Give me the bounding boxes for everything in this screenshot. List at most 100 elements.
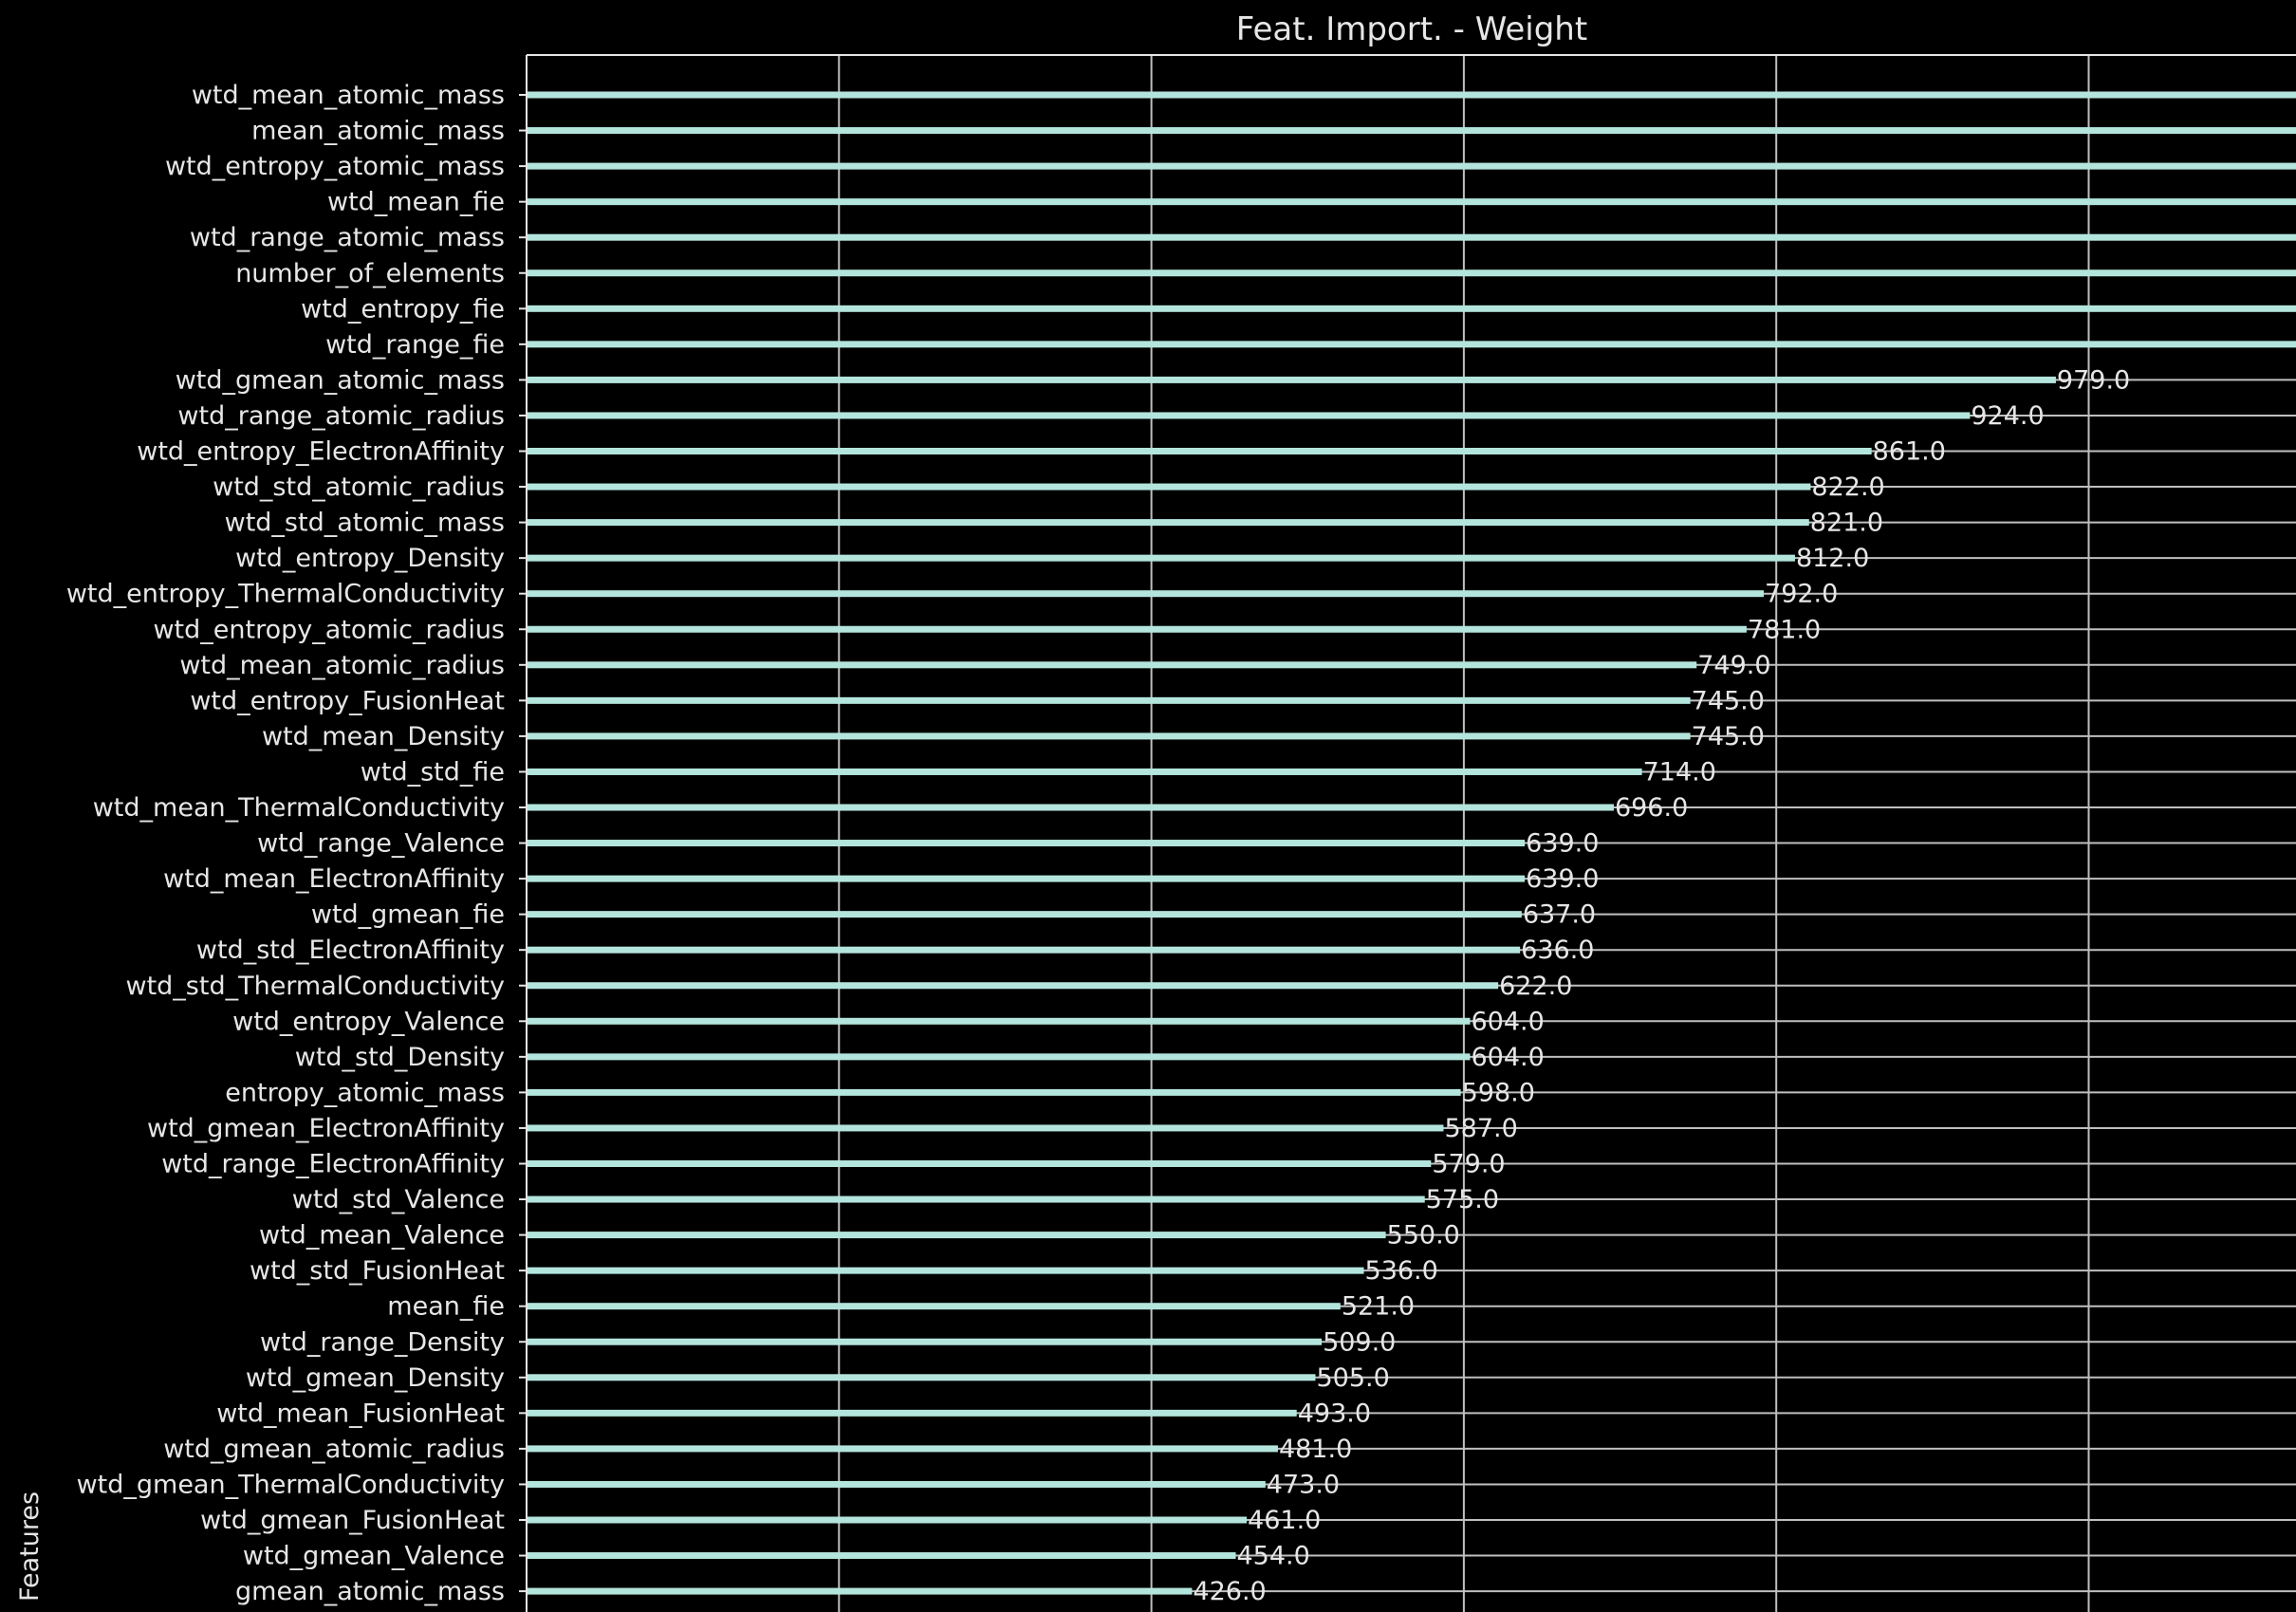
- bar: [527, 661, 1697, 669]
- bar: [527, 269, 2296, 277]
- y-tick-label: wtd_gmean_ThermalConductivity: [77, 1470, 505, 1499]
- bar-value-label: 639.0: [1526, 829, 1599, 859]
- bar: [527, 162, 2296, 170]
- bar-value-label: 521.0: [1342, 1292, 1415, 1322]
- y-tick-label: wtd_std_Density: [295, 1043, 505, 1072]
- bar-value-label: 714.0: [1643, 757, 1716, 787]
- bar-value-label: 792.0: [1765, 580, 1838, 609]
- bar-value-label: 639.0: [1526, 864, 1599, 894]
- bar: [527, 1338, 1323, 1345]
- bar-value-label: 536.0: [1365, 1256, 1438, 1286]
- value-labels: 2571.02285.02083.01336.01274.01167.01159…: [1193, 365, 2130, 1606]
- y-tick-label: wtd_entropy_atomic_radius: [153, 615, 505, 644]
- bar-value-label: 481.0: [1279, 1435, 1352, 1464]
- bar: [527, 1124, 1444, 1132]
- bar: [527, 198, 2296, 206]
- y-tick-label: mean_fie: [387, 1292, 505, 1322]
- bar: [527, 1552, 1236, 1560]
- y-tick-label: gmean_atomic_mass: [235, 1577, 505, 1606]
- bar: [527, 768, 1642, 775]
- y-tick-label: wtd_mean_atomic_radius: [179, 651, 505, 680]
- bar-value-label: 637.0: [1523, 900, 1596, 930]
- bar-value-label: 812.0: [1796, 544, 1869, 573]
- bar: [527, 1267, 1364, 1274]
- y-tick-label: wtd_std_ThermalConductivity: [125, 972, 505, 1001]
- y-tick-label: wtd_gmean_Valence: [243, 1542, 505, 1571]
- y-tick-label: wtd_gmean_atomic_mass: [176, 365, 505, 395]
- y-tick-label: wtd_range_atomic_radius: [177, 401, 505, 431]
- bar-value-label: 426.0: [1193, 1577, 1266, 1606]
- bar-value-label: 781.0: [1748, 615, 1821, 644]
- bar: [527, 1374, 1316, 1381]
- bar-value-label: 461.0: [1248, 1506, 1321, 1535]
- y-tick-label: wtd_std_atomic_mass: [225, 509, 505, 538]
- y-tick-label: wtd_entropy_atomic_mass: [165, 152, 505, 181]
- bar-value-label: 493.0: [1298, 1399, 1371, 1428]
- y-tick-label: wtd_mean_FusionHeat: [216, 1399, 505, 1428]
- y-tick-label: wtd_range_fie: [325, 330, 505, 360]
- bar: [527, 448, 1872, 454]
- bar: [527, 1195, 1425, 1203]
- y-tick-label: wtd_entropy_Valence: [232, 1007, 505, 1036]
- bar: [527, 1516, 1248, 1524]
- y-tick-label: wtd_mean_fie: [327, 188, 505, 217]
- y-tick-label: wtd_mean_atomic_mass: [192, 81, 505, 110]
- y-tick-label: wtd_std_Valence: [292, 1185, 505, 1214]
- bar-value-label: 636.0: [1521, 936, 1594, 965]
- bar-value-label: 604.0: [1471, 1043, 1544, 1072]
- bar-value-label: 509.0: [1323, 1327, 1396, 1357]
- bar: [527, 341, 2296, 348]
- y-tick-labels: wtd_mean_atomic_mass mean_atomic_mass wtd_…: [66, 81, 505, 1606]
- y-tick-label: wtd_entropy_FusionHeat: [190, 686, 505, 715]
- bar-value-label: 575.0: [1426, 1185, 1499, 1214]
- bar: [527, 732, 1691, 740]
- y-tick-label: wtd_gmean_atomic_radius: [163, 1435, 505, 1464]
- bar: [527, 1053, 1471, 1061]
- y-tick-label: wtd_range_ElectronAffinity: [161, 1150, 505, 1179]
- y-tick-label: wtd_entropy_ThermalConductivity: [66, 580, 505, 609]
- bar: [527, 1587, 1193, 1595]
- bar: [527, 1445, 1278, 1453]
- bar: [527, 1017, 1471, 1025]
- bar-value-label: 861.0: [1873, 437, 1946, 467]
- bar-value-label: 745.0: [1692, 722, 1765, 751]
- bar-value-label: 579.0: [1432, 1150, 1505, 1179]
- bar: [527, 590, 1765, 598]
- bar: [527, 696, 1691, 704]
- y-tick-label: wtd_range_atomic_mass: [190, 223, 505, 252]
- bar: [527, 1088, 1461, 1096]
- y-tick-label: mean_atomic_mass: [251, 117, 505, 146]
- bar: [527, 483, 1811, 491]
- bar: [527, 305, 2296, 312]
- bar: [527, 554, 1795, 562]
- bar-value-label: 473.0: [1267, 1470, 1340, 1499]
- y-tick-label: entropy_atomic_mass: [225, 1078, 505, 1107]
- bar: [527, 840, 1526, 847]
- y-tick-label: wtd_range_Density: [260, 1327, 505, 1357]
- bar: [527, 982, 1499, 990]
- bar: [527, 1160, 1432, 1167]
- bar-value-label: 550.0: [1387, 1221, 1460, 1251]
- bar: [527, 1232, 1386, 1239]
- y-tick-label: wtd_std_FusionHeat: [250, 1256, 505, 1286]
- y-tick-label: wtd_entropy_ElectronAffinity: [137, 437, 505, 467]
- bar: [527, 946, 1521, 954]
- y-tick-label: wtd_range_Valence: [257, 829, 505, 859]
- axes-group: [519, 54, 2296, 1612]
- chart-title: Feat. Import. - Weight: [1236, 10, 1587, 48]
- bar: [527, 91, 2296, 99]
- y-tick-label: wtd_mean_Density: [262, 722, 505, 751]
- bar-value-label: 749.0: [1697, 651, 1770, 680]
- y-tick-label: wtd_std_fie: [361, 757, 505, 787]
- y-tick-label: wtd_gmean_FusionHeat: [200, 1506, 505, 1535]
- bar-value-label: 622.0: [1499, 972, 1572, 1001]
- bar-value-label: 924.0: [1971, 401, 2044, 431]
- bar-value-label: 696.0: [1615, 793, 1688, 823]
- bar: [527, 875, 1526, 882]
- y-tick-label: wtd_mean_Valence: [259, 1221, 505, 1251]
- bar-value-label: 587.0: [1444, 1114, 1517, 1143]
- y-axis-label: Features: [15, 1492, 45, 1602]
- y-tick-label: wtd_std_ElectronAffinity: [196, 936, 505, 965]
- bar-value-label: 822.0: [1811, 472, 1884, 502]
